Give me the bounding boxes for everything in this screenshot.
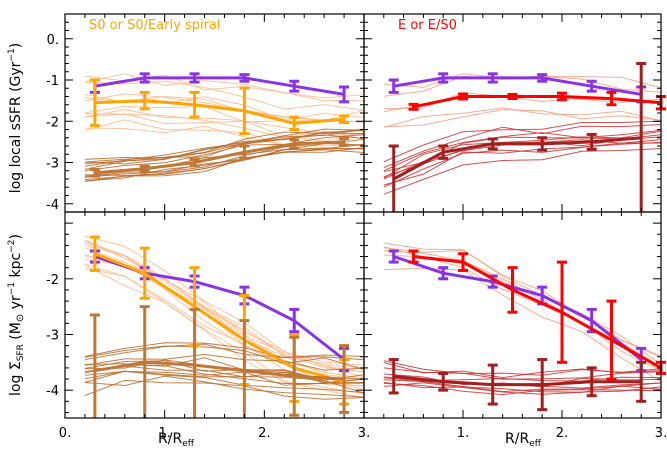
individual-profile-line bbox=[84, 130, 365, 165]
individual-profile-line bbox=[383, 382, 662, 396]
individual-profile-line bbox=[383, 129, 662, 172]
individual-profile-line bbox=[84, 244, 365, 379]
individual-profile-line bbox=[383, 124, 662, 168]
y-tick-label: -4 bbox=[46, 384, 59, 399]
x-tick-label: 2. bbox=[258, 426, 270, 441]
individual-profile-line bbox=[383, 141, 662, 186]
series-line-orange bbox=[94, 252, 345, 384]
individual-profile-line bbox=[84, 343, 365, 361]
individual-profile-line bbox=[383, 109, 662, 128]
series-line-brown bbox=[94, 360, 345, 381]
x-tick-label: 1. bbox=[158, 426, 170, 441]
series-line-purple bbox=[94, 255, 346, 361]
individual-profile-line bbox=[84, 149, 365, 182]
individual-profile-line bbox=[84, 235, 365, 366]
series-line-orange bbox=[94, 99, 345, 125]
individual-profile-line bbox=[383, 107, 662, 128]
series-line-darkred bbox=[392, 136, 642, 181]
x-tick-label: 1. bbox=[457, 426, 469, 441]
y-tick-label: -2 bbox=[46, 115, 59, 130]
panel-frame bbox=[363, 211, 662, 419]
y-tick-label: -1 bbox=[46, 74, 59, 89]
individual-profile-line bbox=[84, 353, 365, 371]
individual-profile-line bbox=[84, 239, 365, 369]
individual-profile-line bbox=[383, 120, 662, 163]
x-axis-title-right: R/Reff bbox=[505, 431, 542, 449]
panel-label-right: E or E/S0 bbox=[398, 18, 457, 33]
y-tick-label: -4 bbox=[46, 198, 59, 213]
individual-profile-line bbox=[383, 381, 662, 393]
background-individual-profiles bbox=[84, 73, 662, 400]
panel-frame bbox=[363, 13, 662, 213]
individual-profile-line bbox=[383, 382, 662, 395]
panel-label-left: S0 or S0/Early spiral bbox=[89, 18, 221, 33]
individual-profile-line bbox=[84, 128, 365, 160]
series-line-darkred bbox=[393, 374, 642, 387]
individual-profile-line bbox=[84, 242, 365, 378]
panel-frame bbox=[64, 13, 365, 213]
x-tick-label: 3. bbox=[358, 426, 370, 441]
y-tick-label: -3 bbox=[46, 157, 59, 172]
series-line-purple bbox=[94, 76, 345, 96]
individual-profile-line bbox=[383, 242, 662, 358]
individual-profile-line bbox=[84, 113, 365, 140]
y-axis-title-top: log local sSFR (Gyr−1) bbox=[7, 43, 24, 193]
x-tick-label: 0. bbox=[59, 426, 71, 441]
individual-profile-line bbox=[84, 345, 365, 370]
x-tick-label: 3. bbox=[655, 426, 667, 441]
panel-frames bbox=[64, 13, 662, 419]
individual-profile-line bbox=[84, 375, 365, 398]
individual-profile-line bbox=[84, 113, 365, 142]
series-line-brown bbox=[94, 140, 345, 175]
y-tick-label: -2 bbox=[46, 273, 59, 288]
series-line-red bbox=[413, 255, 662, 370]
individual-profile-line bbox=[383, 247, 662, 357]
y-axis-title-bottom: log ΣSFR (M⊙ yr−1 kpc−2) bbox=[7, 234, 26, 396]
individual-profile-line bbox=[383, 360, 662, 376]
individual-profile-line bbox=[84, 73, 365, 102]
x-tick-label: 2. bbox=[556, 426, 568, 441]
individual-profile-line bbox=[84, 379, 365, 400]
series-line-purple bbox=[393, 255, 643, 361]
series-line-purple bbox=[393, 76, 642, 96]
series-layer bbox=[89, 62, 666, 418]
individual-profile-line bbox=[84, 342, 365, 359]
individual-profile-line bbox=[383, 130, 662, 179]
individual-profile-line bbox=[383, 267, 662, 383]
individual-profile-line bbox=[383, 254, 662, 371]
series-line-red bbox=[413, 95, 662, 109]
individual-profile-line bbox=[383, 142, 662, 188]
individual-profile-line bbox=[84, 80, 365, 111]
individual-profile-line bbox=[383, 148, 662, 195]
tick-marks bbox=[64, 13, 662, 418]
individual-profile-line bbox=[383, 362, 662, 379]
individual-profile-line bbox=[84, 134, 365, 172]
x-axis-title-left: R/Reff bbox=[158, 431, 195, 449]
y-tick-label: 0. bbox=[47, 33, 59, 48]
y-tick-label: -3 bbox=[46, 328, 59, 343]
tick-labels: 0. -1 -2 -3 -4 0. 1. 2. 3. -2 -3 -4 1. 2. 3. bbox=[46, 33, 667, 441]
